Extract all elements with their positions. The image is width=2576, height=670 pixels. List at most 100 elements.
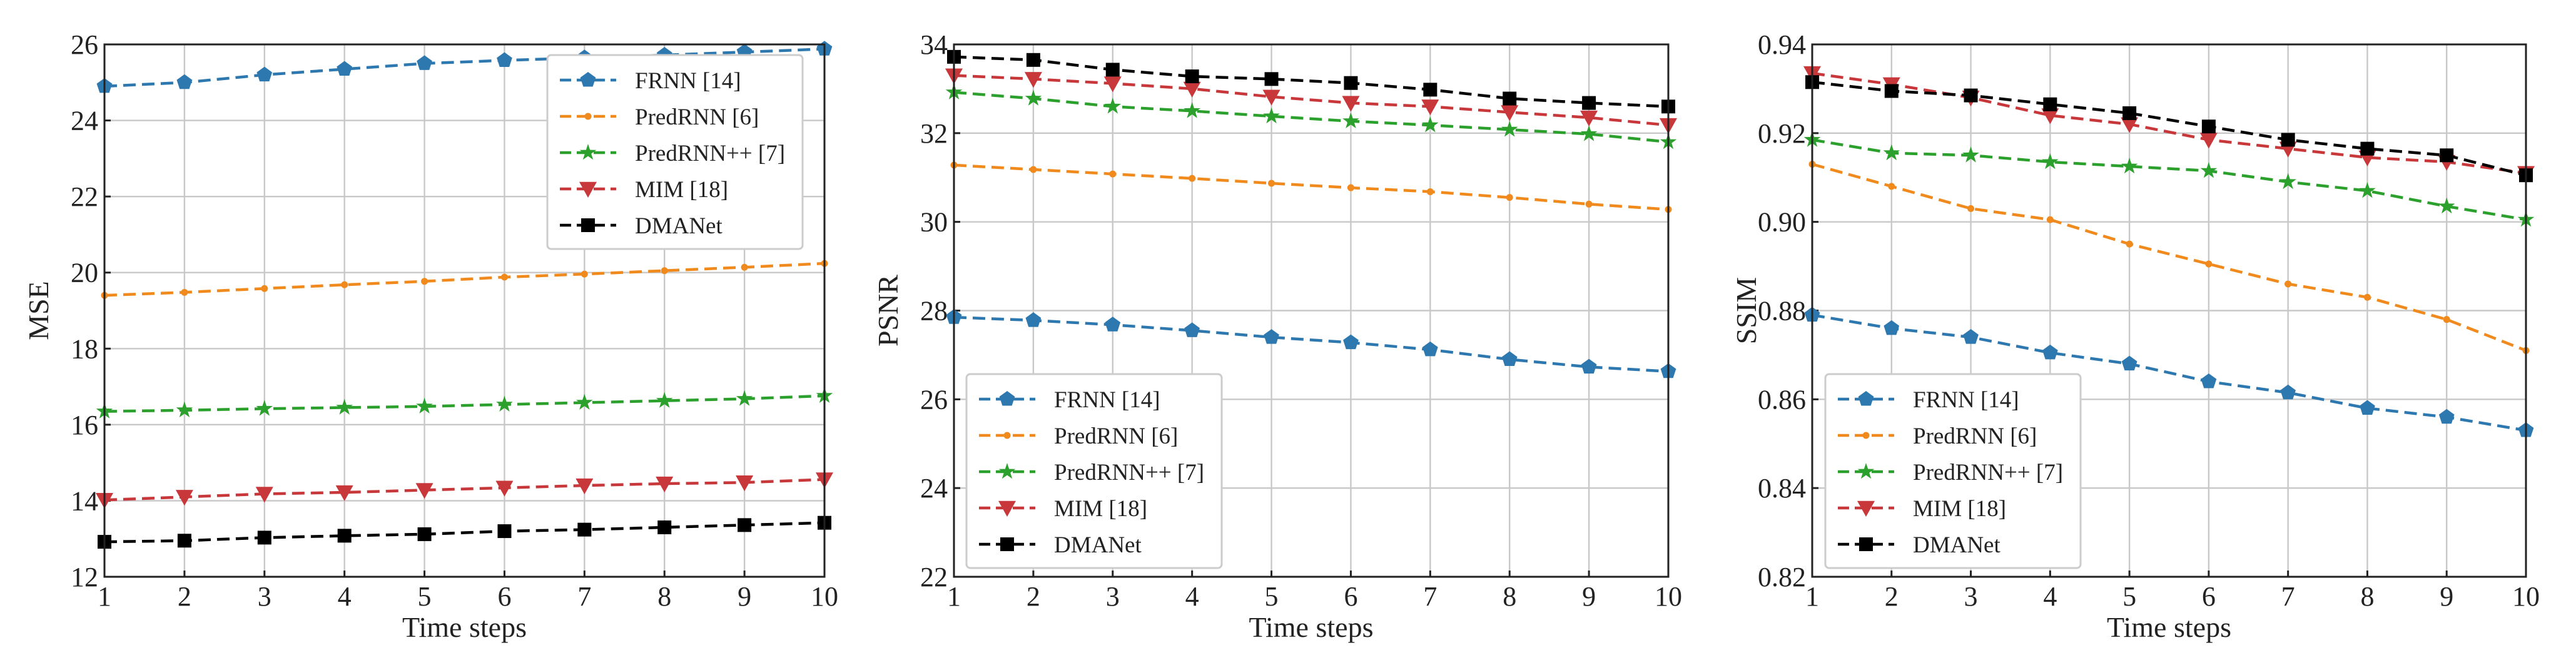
data-point (1426, 188, 1434, 195)
y-tick-label: 24 (920, 473, 948, 504)
x-tick-label: 1 (1805, 581, 1819, 612)
series-PredRNNpp (945, 83, 1677, 150)
series-line (104, 478, 825, 502)
data-point (1422, 116, 1439, 133)
data-point (1506, 194, 1513, 201)
legend-entry-DMANet: DMANet (979, 532, 1142, 558)
x-axis-title: Time steps (2107, 611, 2231, 643)
series-line (104, 394, 825, 413)
data-point (1025, 89, 1042, 106)
data-point (1184, 102, 1200, 118)
data-point (255, 487, 273, 503)
legend-label: MIM [18] (1054, 496, 1147, 522)
y-axis-title: PSNR (872, 275, 904, 347)
plot-frame (1811, 43, 2527, 578)
data-point (2122, 106, 2137, 120)
data-point (1263, 107, 1280, 124)
data-point (1580, 110, 1598, 127)
data-point (421, 278, 428, 285)
legend-marker (579, 181, 597, 198)
data-point (1967, 205, 1975, 212)
x-axis-title: Time steps (402, 611, 527, 643)
legend-entry-DMANet: DMANet (1838, 532, 2000, 558)
legend-label: PredRNN [6] (1054, 424, 1178, 449)
data-point (1268, 180, 1275, 187)
series-MIM (1803, 66, 2535, 182)
data-point (337, 61, 352, 76)
data-point (2360, 141, 2375, 156)
legend-label: FRNN [14] (1054, 387, 1160, 413)
data-point (1343, 334, 1359, 350)
x-tick-label: 7 (577, 581, 591, 612)
x-tick-label: 3 (1964, 581, 1978, 612)
data-point (1109, 170, 1117, 178)
data-point (256, 400, 273, 416)
legend-entry-FRNN: FRNN [14] (979, 387, 1160, 413)
data-point (1503, 91, 1517, 106)
x-tick-label: 4 (2043, 581, 2057, 612)
series-MIM (96, 472, 833, 509)
y-tick-label: 0.92 (1758, 118, 1806, 149)
x-tick-label: 3 (1106, 581, 1120, 612)
series-FRNN (946, 309, 1676, 378)
y-tick-label: 12 (71, 562, 98, 592)
legend-label: MIM [18] (635, 177, 728, 203)
legend-marker (1000, 537, 1014, 551)
data-point (415, 483, 434, 499)
series-line (1812, 313, 2527, 432)
data-point (2046, 216, 2054, 223)
data-point (576, 393, 593, 410)
data-point (1342, 112, 1359, 128)
x-tick-label: 6 (2202, 581, 2216, 612)
series-line (1812, 138, 2527, 221)
data-point (1501, 105, 1519, 121)
legend-marker (998, 463, 1016, 479)
series-line (1812, 71, 2527, 175)
series-line (104, 261, 825, 297)
data-point (1582, 96, 1596, 110)
data-point (1501, 121, 1518, 137)
legend-marker (1858, 391, 1874, 406)
x-tick-label: 8 (657, 581, 671, 612)
data-point (1344, 76, 1358, 90)
x-tick-label: 6 (1344, 581, 1357, 612)
series-PredRNNpp (1803, 131, 2535, 227)
x-tick-label: 5 (1265, 581, 1279, 612)
data-point (257, 530, 271, 545)
data-point (341, 281, 348, 288)
y-axis-title: SSIM (1730, 277, 1762, 344)
data-point (2200, 162, 2218, 178)
legend-marker (1862, 432, 1870, 439)
y-tick-label: 14 (71, 485, 98, 516)
x-tick-label: 4 (338, 581, 352, 612)
data-point (1884, 84, 1899, 98)
series-line (953, 55, 1669, 108)
series-line (1812, 163, 2527, 352)
legend-marker (1857, 500, 1875, 517)
data-point (1105, 317, 1121, 332)
data-point (2042, 153, 2059, 170)
legend-entry-PredRNNpp: PredRNN++ [7] (1838, 460, 2063, 485)
data-point (2041, 108, 2059, 124)
legend-marker (1003, 432, 1011, 439)
data-point (497, 524, 512, 539)
data-point (2121, 355, 2137, 371)
series-DMANet (1805, 75, 2533, 183)
x-tick-label: 1 (947, 581, 961, 612)
data-point (2281, 133, 2295, 147)
data-point (2438, 197, 2455, 214)
data-point (581, 270, 588, 278)
plot-frame (103, 43, 826, 578)
data-point (661, 267, 668, 275)
data-point (416, 397, 433, 414)
legend-entry-FRNN: FRNN [14] (1838, 387, 2019, 413)
x-tick-label: 5 (2122, 581, 2136, 612)
data-point (1189, 175, 1196, 182)
x-tick-label: 8 (2360, 581, 2374, 612)
data-point (2440, 148, 2454, 163)
series-DMANet (98, 515, 831, 549)
series-line (953, 163, 1669, 211)
legend-marker (581, 218, 595, 232)
y-tick-label: 18 (71, 333, 98, 364)
